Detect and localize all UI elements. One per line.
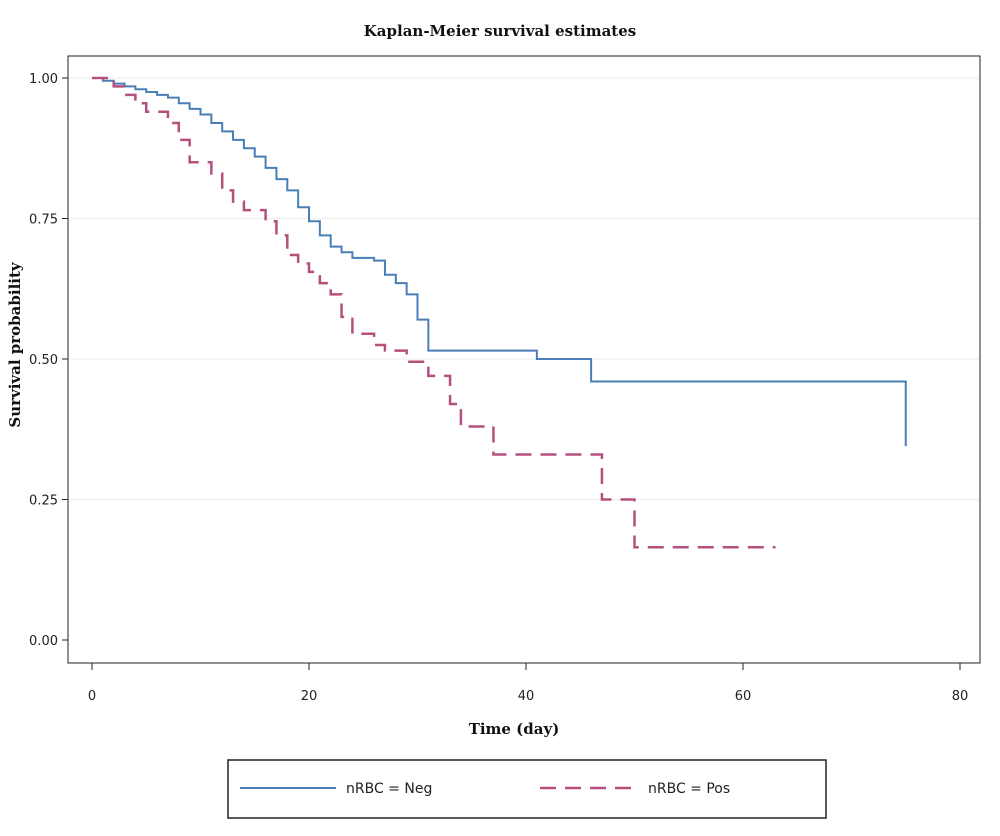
x-tick-label: 80 xyxy=(952,689,969,704)
legend-box xyxy=(227,759,827,819)
legend-label-pos: nRBC = Pos xyxy=(648,781,730,797)
x-axis-label: Time (day) xyxy=(469,720,560,738)
legend-label-neg: nRBC = Neg xyxy=(346,781,432,797)
y-tick-label: 1.00 xyxy=(29,72,58,87)
y-tick-label: 0.50 xyxy=(29,353,58,368)
chart-title: Kaplan-Meier survival estimates xyxy=(364,22,636,40)
axes: 0.00 0.25 0.50 0.75 1.00 0 20 40 60 80 xyxy=(29,72,968,704)
x-tick-label: 0 xyxy=(88,689,96,704)
x-tick-label: 40 xyxy=(518,689,535,704)
x-tick-label: 60 xyxy=(735,689,752,704)
y-tick-label: 0.00 xyxy=(29,634,58,649)
y-axis-label: Survival probability xyxy=(6,261,24,428)
x-tick-label: 20 xyxy=(301,689,318,704)
series-layer xyxy=(92,76,907,549)
y-tick-label: 0.75 xyxy=(29,213,58,228)
legend: nRBC = Neg nRBC = Pos xyxy=(227,759,827,819)
y-tick-label: 0.25 xyxy=(29,494,58,509)
gridlines xyxy=(69,77,979,501)
series-neg-line xyxy=(92,77,907,447)
series-pos-line xyxy=(92,76,776,549)
